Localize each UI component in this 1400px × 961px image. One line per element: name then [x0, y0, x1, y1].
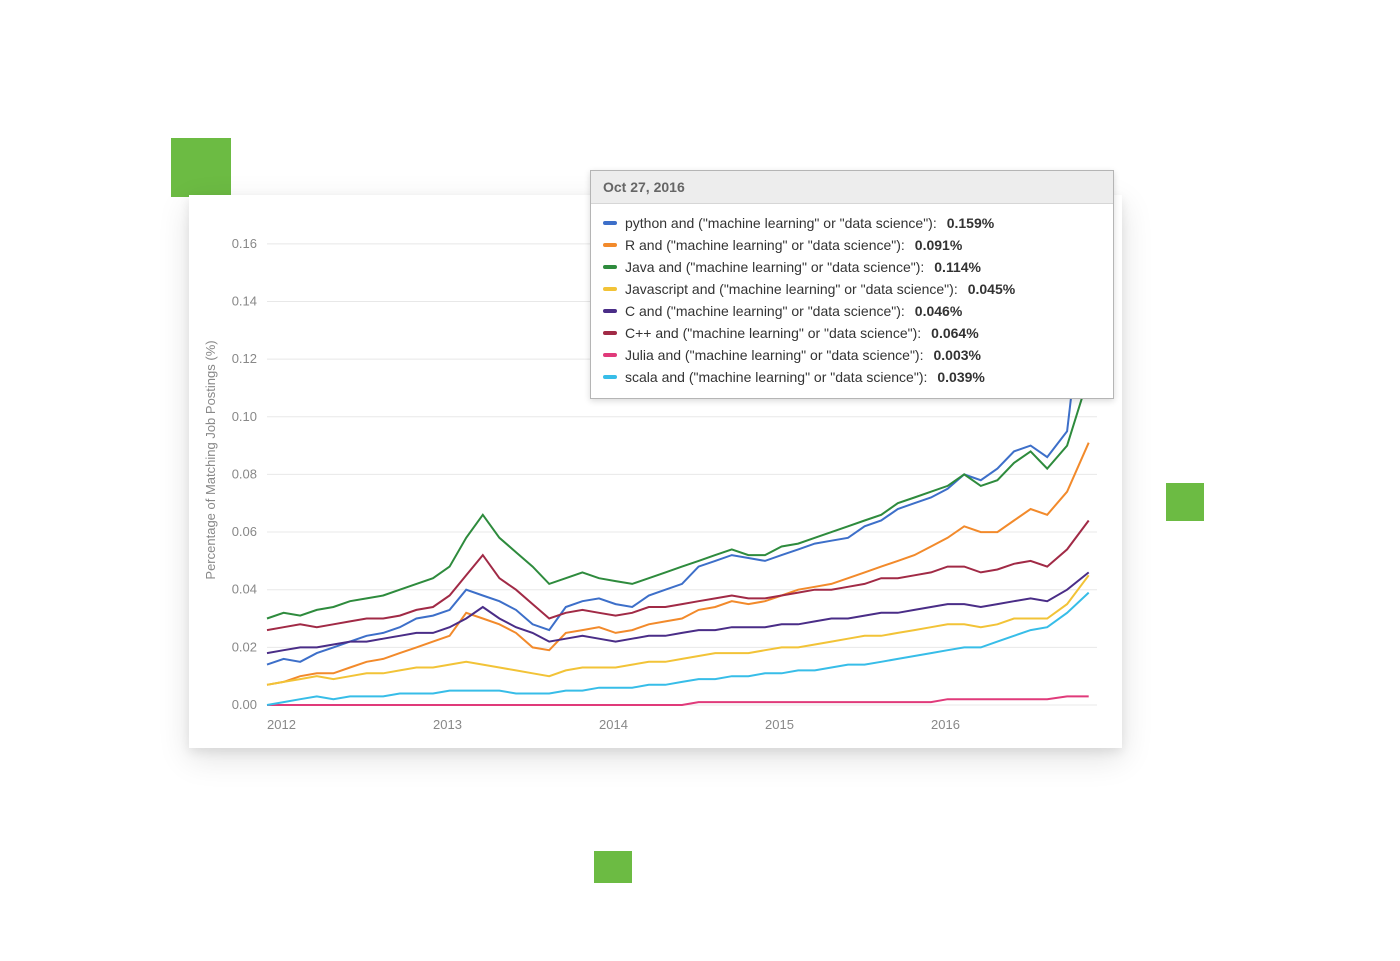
tooltip-row-javascript: Javascript and ("machine learning" or "d… [603, 278, 1101, 300]
tooltip-series-value: 0.046% [915, 303, 962, 319]
tooltip-row-scala: scala and ("machine learning" or "data s… [603, 366, 1101, 388]
series-line-java [267, 376, 1089, 618]
y-tick-label: 0.00 [232, 697, 257, 712]
tooltip-series-value: 0.159% [947, 215, 994, 231]
tooltip-series-label: Java and ("machine learning" or "data sc… [625, 259, 924, 275]
legend-swatch [603, 265, 617, 269]
y-tick-label: 0.14 [232, 293, 257, 308]
tooltip-date: Oct 27, 2016 [591, 171, 1113, 204]
legend-swatch [603, 221, 617, 225]
tooltip-series-label: python and ("machine learning" or "data … [625, 215, 937, 231]
tooltip-series-value: 0.114% [934, 259, 981, 275]
tooltip-series-value: 0.045% [968, 281, 1015, 297]
tooltip-row-c: C and ("machine learning" or "data scien… [603, 300, 1101, 322]
tooltip-row-r: R and ("machine learning" or "data scien… [603, 234, 1101, 256]
tooltip-row-java: Java and ("machine learning" or "data sc… [603, 256, 1101, 278]
series-line-julia [267, 696, 1089, 705]
tooltip-series-label: C and ("machine learning" or "data scien… [625, 303, 905, 319]
tooltip-series-label: scala and ("machine learning" or "data s… [625, 369, 927, 385]
tooltip-row-python: python and ("machine learning" or "data … [603, 212, 1101, 234]
x-tick-label: 2015 [765, 717, 794, 732]
series-line-scala [267, 593, 1089, 705]
x-tick-label: 2013 [433, 717, 462, 732]
series-line-r [267, 443, 1089, 685]
y-tick-label: 0.12 [232, 351, 257, 366]
y-tick-label: 0.06 [232, 524, 257, 539]
y-tick-label: 0.10 [232, 409, 257, 424]
tooltip-series-value: 0.064% [931, 325, 978, 341]
legend-swatch [603, 375, 617, 379]
x-tick-label: 2016 [931, 717, 960, 732]
x-tick-label: 2014 [599, 717, 628, 732]
x-tick-label: 2012 [267, 717, 296, 732]
y-axis-title: Percentage of Matching Job Postings (%) [203, 340, 218, 579]
y-tick-label: 0.16 [232, 236, 257, 251]
tooltip-series-value: 0.003% [933, 347, 980, 363]
y-tick-label: 0.02 [232, 639, 257, 654]
legend-swatch [603, 243, 617, 247]
tooltip-series-value: 0.091% [915, 237, 962, 253]
decor-square [171, 138, 231, 197]
decor-square [594, 851, 632, 883]
tooltip-row-cpp: C++ and ("machine learning" or "data sci… [603, 322, 1101, 344]
tooltip-series-label: C++ and ("machine learning" or "data sci… [625, 325, 921, 341]
y-tick-label: 0.08 [232, 466, 257, 481]
legend-swatch [603, 287, 617, 291]
tooltip-row-julia: Julia and ("machine learning" or "data s… [603, 344, 1101, 366]
legend-swatch [603, 309, 617, 313]
tooltip-series-label: Javascript and ("machine learning" or "d… [625, 281, 958, 297]
series-line-cpp [267, 521, 1089, 631]
decor-square [1166, 483, 1204, 521]
tooltip-series-label: R and ("machine learning" or "data scien… [625, 237, 905, 253]
chart-tooltip: Oct 27, 2016 python and ("machine learni… [590, 170, 1114, 399]
tooltip-body: python and ("machine learning" or "data … [591, 204, 1113, 398]
tooltip-series-label: Julia and ("machine learning" or "data s… [625, 347, 923, 363]
legend-swatch [603, 353, 617, 357]
tooltip-series-value: 0.039% [937, 369, 984, 385]
legend-swatch [603, 331, 617, 335]
y-tick-label: 0.04 [232, 582, 257, 597]
